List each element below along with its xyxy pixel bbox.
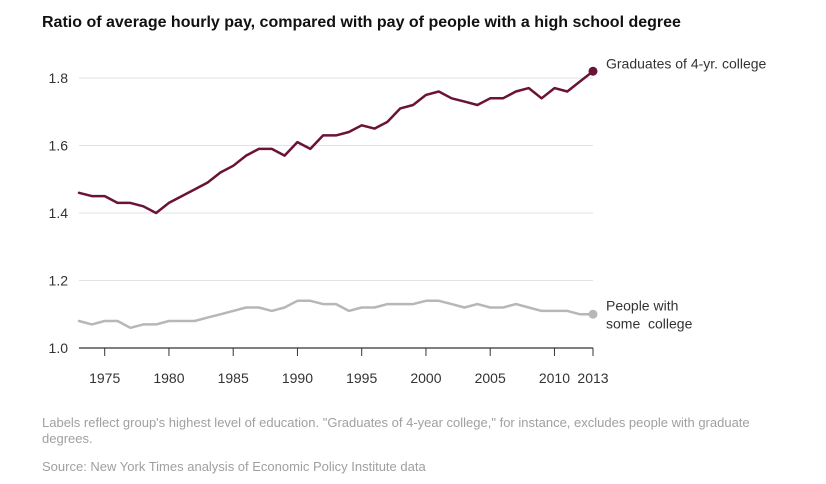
y-tick-label: 1.4 (49, 205, 69, 221)
series-line-college-grads (77, 70, 595, 215)
y-tick-label: 1.8 (49, 70, 69, 86)
series-end-point (588, 309, 598, 319)
x-tick-label: 1975 (89, 370, 120, 386)
x-axis: 1975 1980 1985 1990 1995 2000 2005 2010 2013 (89, 348, 609, 386)
series-end-point (588, 66, 598, 76)
x-tick-label: 1985 (218, 370, 249, 386)
series-labels: Graduates of 4-yr. college People with som… (606, 55, 767, 331)
line-chart: 1.0 1.2 1.4 1.6 1.8 1975 1980 1985 1990 1995 2000… (49, 55, 767, 386)
y-tick-label: 1.0 (49, 340, 69, 356)
x-tick-label: 2000 (410, 370, 441, 386)
series-label-some-college: People with some college (606, 297, 693, 331)
y-tick-label: 1.6 (49, 138, 69, 154)
series-label-college-grads: Graduates of 4-yr. college (606, 55, 767, 71)
x-tick-label: 2005 (475, 370, 506, 386)
x-tick-label: 2010 (539, 370, 570, 386)
y-tick-label: 1.2 (49, 273, 69, 289)
chart-note: Labels reflect group's highest level of … (42, 415, 750, 446)
y-axis: 1.0 1.2 1.4 1.6 1.8 (49, 70, 69, 356)
x-tick-label: 1995 (346, 370, 377, 386)
x-tick-label: 2013 (577, 370, 608, 386)
chart-title: Ratio of average hourly pay, compared wi… (42, 14, 681, 31)
x-tick-label: 1980 (153, 370, 184, 386)
gridlines (79, 77, 593, 349)
chart-source: Source: New York Times analysis of Econo… (42, 459, 426, 474)
series-lines (77, 66, 598, 330)
x-tick-label: 1990 (282, 370, 313, 386)
series-line-some-college (77, 299, 595, 330)
